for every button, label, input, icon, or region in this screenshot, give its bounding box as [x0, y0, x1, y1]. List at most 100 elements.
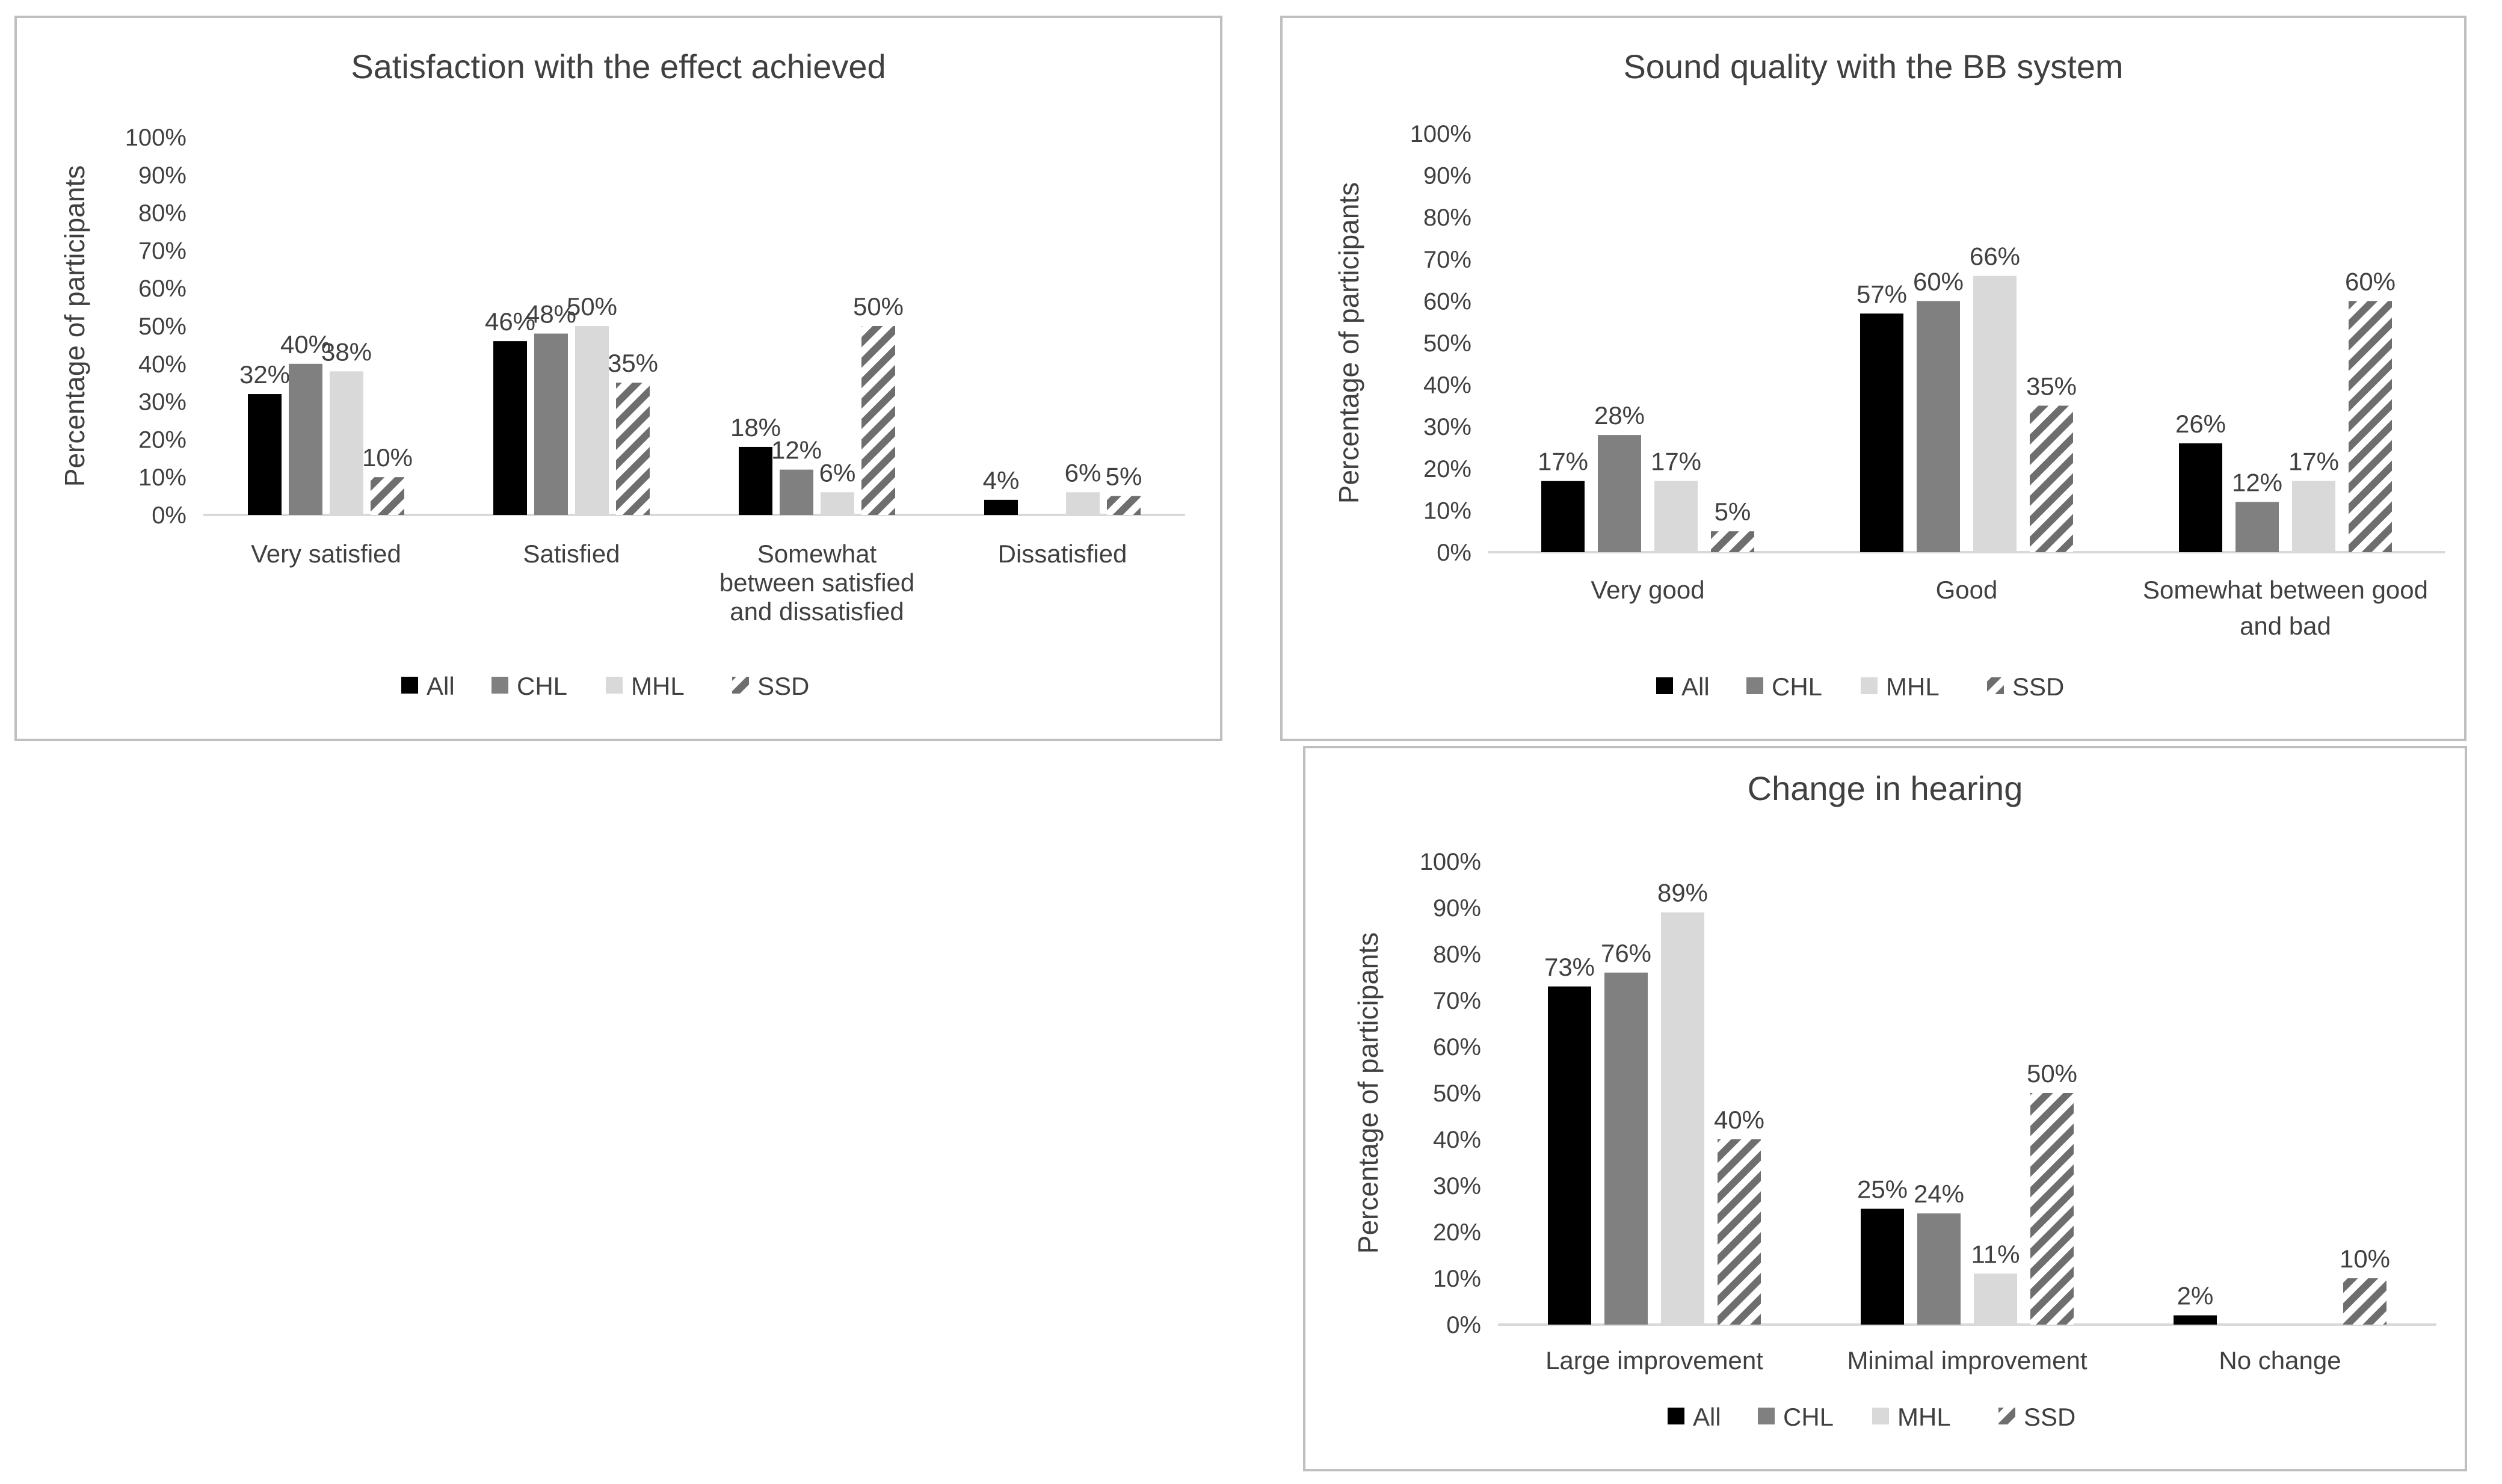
data-label: 2%: [2177, 1282, 2214, 1310]
y-tick-label: 50%: [138, 313, 186, 340]
bar-mhl-large-improvement: [1661, 912, 1704, 1325]
data-label: 89%: [1657, 879, 1708, 907]
x-category-label: Satisfied: [523, 540, 620, 568]
bar-mhl-very-satisfied: [330, 371, 363, 515]
legend-swatch-chl: [1746, 677, 1763, 694]
x-category-label: Good: [1936, 576, 1998, 604]
bar-ssd-satisfied: [616, 383, 650, 515]
bar-chl-satisfied: [534, 333, 568, 515]
data-label: 6%: [1065, 458, 1102, 487]
data-label: 11%: [1971, 1240, 2020, 1268]
y-tick-label: 10%: [1433, 1266, 1481, 1292]
data-label: 32%: [239, 360, 290, 389]
bar-chl-very-satisfied: [289, 363, 322, 515]
y-tick-label: 30%: [1433, 1173, 1481, 1199]
data-label: 12%: [771, 436, 822, 464]
y-tick-label: 20%: [1423, 456, 1471, 482]
legend-label-ssd: SSD: [757, 672, 809, 700]
bar-mhl-somewhat-between-satisfied-and-dissatisfied: [821, 492, 854, 515]
data-label: 5%: [1106, 463, 1142, 491]
y-tick-label: 90%: [1423, 163, 1471, 189]
legend-label-mhl: MHL: [1886, 673, 1940, 701]
data-label: 73%: [1544, 953, 1595, 981]
data-label: 50%: [2027, 1059, 2077, 1088]
data-label: 40%: [1714, 1106, 1764, 1134]
data-label: 12%: [2232, 468, 2282, 496]
bar-ssd-no-change: [2343, 1278, 2386, 1325]
y-tick-label: 0%: [1446, 1312, 1481, 1338]
data-label: 4%: [983, 466, 1020, 494]
legend-swatch-ssd: [1998, 1408, 2015, 1424]
x-category-label: Very satisfied: [251, 540, 401, 568]
bar-chl-large-improvement: [1604, 972, 1648, 1325]
bar-mhl-very-good: [1654, 481, 1698, 552]
bar-ssd-very-satisfied: [371, 477, 404, 515]
x-category-label: No change: [2219, 1346, 2341, 1375]
legend-swatch-ssd: [732, 677, 749, 694]
chart-satisfaction: Satisfaction with the effect achieved Per…: [59, 48, 1185, 700]
y-axis-label: Percentage of participants: [1352, 932, 1384, 1254]
y-tick-label: 0%: [152, 502, 186, 529]
legend-label-mhl: MHL: [1897, 1403, 1951, 1431]
y-tick-label: 70%: [1433, 988, 1481, 1014]
y-tick-label: 30%: [1423, 414, 1471, 440]
y-tick-label: 80%: [1433, 941, 1481, 968]
bar-all-no-change: [2174, 1315, 2217, 1325]
legend-swatch-mhl: [1861, 677, 1878, 694]
data-label: 18%: [730, 413, 781, 442]
y-tick-label: 10%: [1423, 497, 1471, 524]
data-label: 60%: [2345, 267, 2396, 295]
data-label: 10%: [2340, 1245, 2390, 1273]
data-label: 76%: [1601, 939, 1651, 967]
bar-mhl-minimal-improvement: [1974, 1273, 2017, 1325]
bar-ssd-somewhat-between-satisfied-and-dissatisfied: [861, 326, 895, 515]
chart-title: Satisfaction with the effect achieved: [351, 48, 886, 85]
bar-ssd-minimal-improvement: [2030, 1093, 2074, 1325]
bar-all-good: [1860, 313, 1903, 552]
y-tick-label: 70%: [1423, 247, 1471, 273]
legend-label-mhl: MHL: [631, 672, 685, 700]
chart-panel-sound-quality: Sound quality with the BB system Percenta…: [1280, 16, 2467, 741]
legend-swatch-mhl: [1872, 1408, 1889, 1424]
y-axis-label: Percentage of participants: [1333, 182, 1364, 503]
bar-all-minimal-improvement: [1861, 1208, 1904, 1325]
y-tick-label: 100%: [1420, 849, 1481, 875]
data-label: 17%: [2288, 448, 2339, 476]
legend-swatch-chl: [491, 677, 508, 694]
legend-label-all: All: [427, 672, 455, 700]
bar-ssd-dissatisfied: [1107, 496, 1141, 515]
data-label: 25%: [1857, 1175, 1908, 1204]
bar-ssd-very-good: [1711, 531, 1754, 552]
bar-mhl-dissatisfied: [1066, 492, 1100, 515]
x-category-label: Minimal improvement: [1847, 1346, 2087, 1375]
data-label: 40%: [280, 330, 331, 359]
y-tick-label: 60%: [1423, 288, 1471, 315]
y-tick-label: 50%: [1423, 330, 1471, 357]
legend-label-ssd: SSD: [2024, 1403, 2075, 1431]
bar-all-satisfied: [493, 341, 527, 515]
x-category-label: between satisfied: [719, 568, 915, 597]
data-label: 60%: [1913, 267, 1964, 295]
chart-panel-satisfaction: Satisfaction with the effect achieved Per…: [14, 16, 1222, 741]
legend-swatch-chl: [1758, 1408, 1775, 1424]
chart-change-in-hearing: Change in hearing Percentage of participa…: [1352, 769, 2436, 1431]
bar-all-somewhat-between-satisfied-and-dissatisfied: [739, 446, 772, 515]
data-label: 26%: [2175, 410, 2226, 438]
legend-label-ssd: SSD: [2012, 673, 2064, 701]
bar-mhl-good: [1973, 276, 2017, 552]
data-label: 17%: [1651, 448, 1701, 476]
x-category-label: and dissatisfied: [730, 597, 904, 626]
x-category-label: Dissatisfied: [998, 540, 1127, 568]
legend-label-chl: CHL: [1772, 673, 1822, 701]
x-category-label: and bad: [2240, 612, 2331, 640]
y-tick-label: 90%: [1433, 895, 1481, 922]
y-tick-label: 80%: [138, 200, 186, 227]
y-tick-label: 60%: [138, 276, 186, 302]
legend-label-chl: CHL: [517, 672, 567, 700]
data-label: 35%: [2026, 372, 2077, 400]
bar-chl-somewhat-between-satisfied-and-dissatisfied: [780, 469, 813, 515]
data-label: 48%: [526, 300, 576, 328]
data-label: 6%: [819, 458, 856, 487]
y-tick-label: 40%: [1423, 372, 1471, 399]
y-tick-label: 40%: [138, 351, 186, 378]
